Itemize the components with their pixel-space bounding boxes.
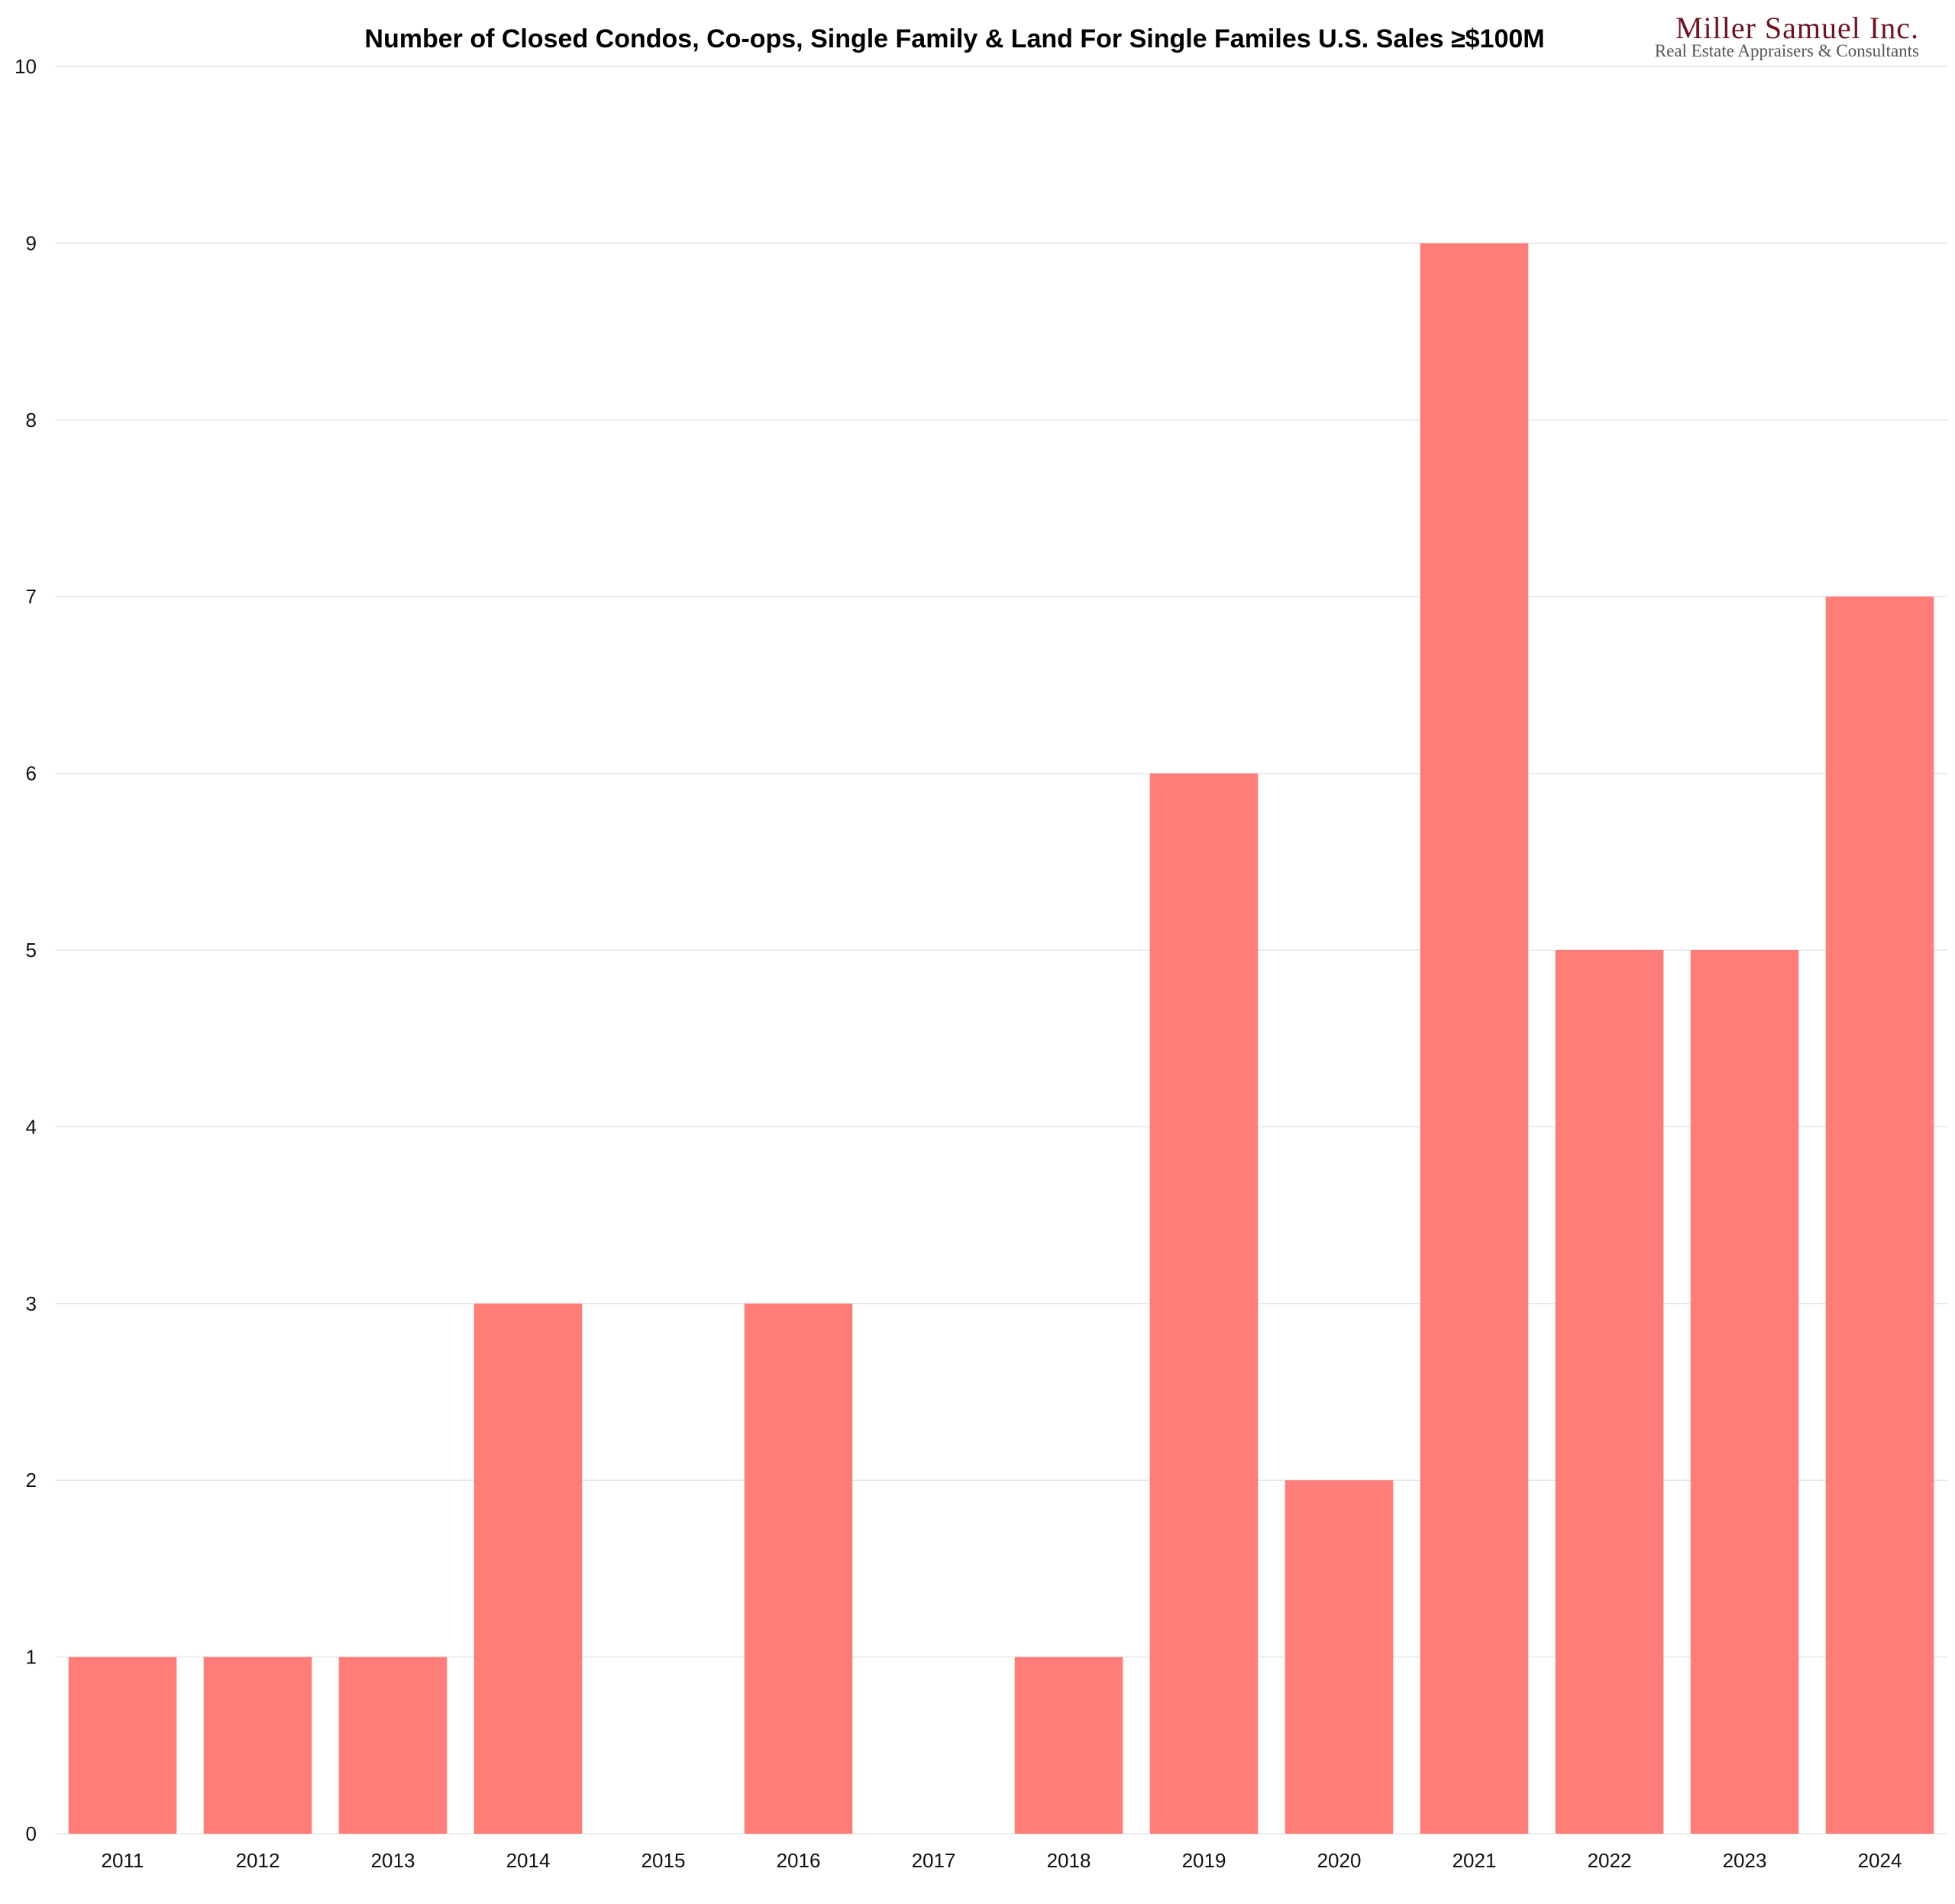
x-tick-label-2021: 2021: [1453, 1849, 1497, 1872]
x-tick-label-2023: 2023: [1723, 1849, 1767, 1872]
y-tick-label-9: 9: [26, 231, 37, 254]
bar-2019: [1149, 773, 1259, 1834]
bar-2011: [68, 1657, 177, 1834]
logo: Miller Samuel Inc. Real Estate Appraiser…: [1655, 11, 1919, 60]
x-tick-label-2012: 2012: [236, 1849, 280, 1872]
y-axis: 0 1 2 3 4 5 6 7 8 9 10: [15, 55, 37, 1845]
y-tick-label-5: 5: [26, 939, 37, 962]
bar-2012: [203, 1657, 312, 1834]
y-tick-label-10: 10: [15, 55, 37, 78]
bar-2014: [473, 1303, 583, 1834]
y-tick-label-8: 8: [26, 409, 37, 432]
x-tick-label-2024: 2024: [1858, 1849, 1902, 1872]
x-tick-label-2017: 2017: [912, 1849, 956, 1872]
y-tick-label-6: 6: [26, 762, 37, 785]
y-tick-label-2: 2: [26, 1469, 37, 1492]
x-tick-label-2016: 2016: [777, 1849, 821, 1872]
bar-2022: [1555, 950, 1664, 1834]
chart-title: Number of Closed Condos, Co-ops, Single …: [364, 24, 1544, 53]
bar-2020: [1284, 1480, 1394, 1834]
y-tick-label-7: 7: [26, 585, 37, 608]
bar-2023: [1690, 950, 1799, 1834]
bar-2018: [1014, 1657, 1123, 1834]
x-tick-label-2014: 2014: [506, 1849, 551, 1872]
bar-2016: [744, 1303, 853, 1834]
x-tick-label-2011: 2011: [102, 1849, 144, 1872]
y-tick-label-3: 3: [26, 1292, 37, 1315]
bar-2013: [338, 1657, 448, 1834]
bars: [68, 243, 1934, 1834]
bar-2021: [1420, 243, 1529, 1834]
x-tick-label-2018: 2018: [1047, 1849, 1091, 1872]
y-tick-label-0: 0: [26, 1822, 37, 1845]
logo-tagline: Real Estate Appraisers & Consultants: [1655, 41, 1919, 60]
y-tick-label-1: 1: [26, 1646, 37, 1669]
x-axis: 2011 2012 2013 2014 2015 2016 2017 2018 2019 2020…: [102, 1849, 1902, 1872]
x-tick-label-2020: 2020: [1317, 1849, 1362, 1872]
x-tick-label-2015: 2015: [641, 1849, 686, 1872]
y-tick-label-4: 4: [26, 1115, 37, 1138]
x-tick-label-2019: 2019: [1182, 1849, 1226, 1872]
logo-name: Miller Samuel Inc.: [1675, 11, 1919, 45]
bar-2024: [1825, 596, 1934, 1834]
x-tick-label-2022: 2022: [1588, 1849, 1632, 1872]
x-tick-label-2013: 2013: [371, 1849, 415, 1872]
